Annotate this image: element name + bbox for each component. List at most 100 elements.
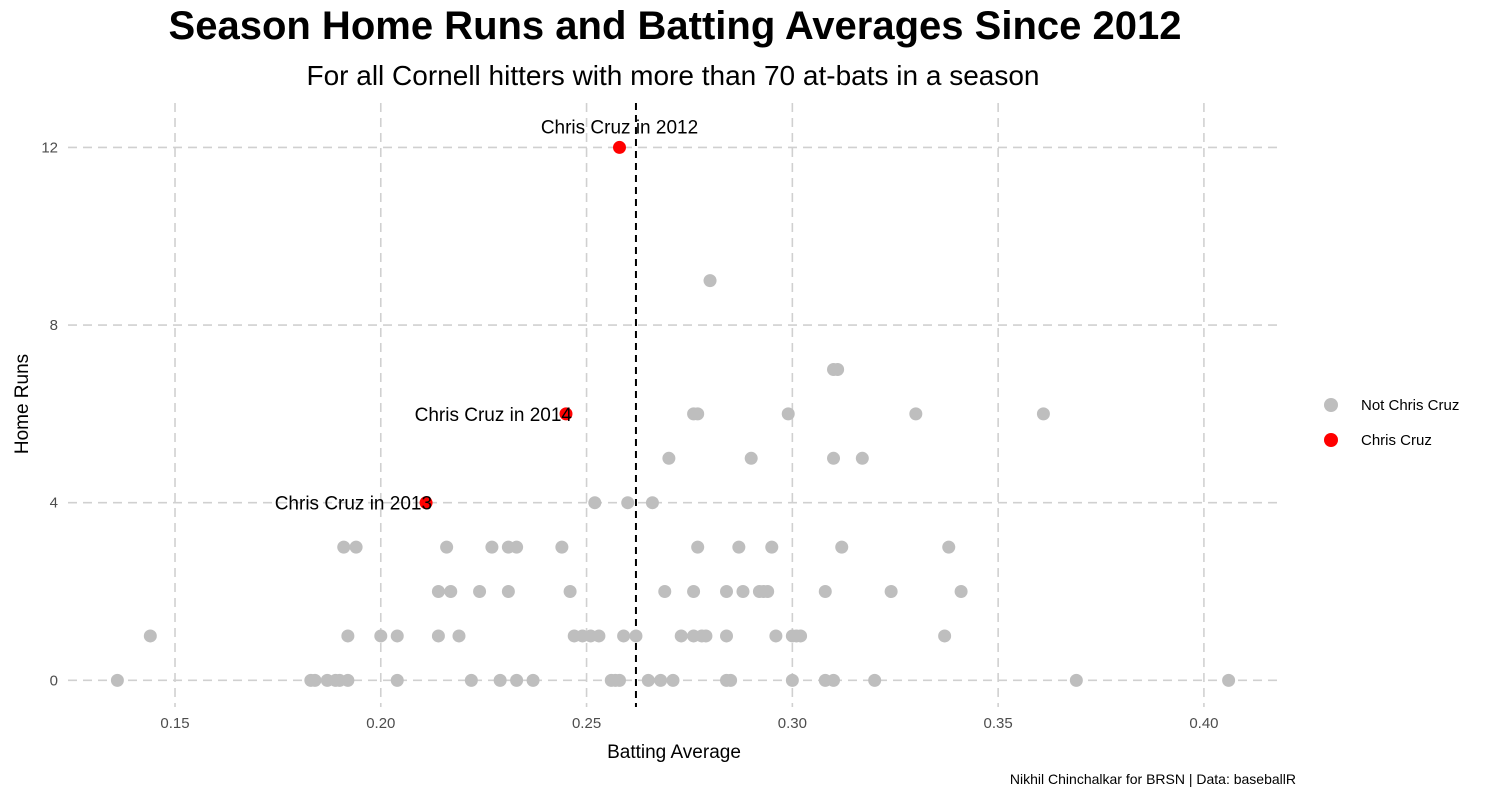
data-point [526,673,540,687]
data-point [1036,407,1050,421]
data-point [662,451,676,465]
x-tick-label: 0.35 [984,715,1013,732]
x-tick-label: 0.15 [160,715,189,732]
data-point [341,673,355,687]
data-point [674,629,688,643]
x-axis-ticks: 0.15 0.20 0.25 0.30 0.35 0.40 [160,715,1218,732]
data-point [855,451,869,465]
data-point [485,540,499,554]
data-point [440,540,454,554]
data-point [1069,673,1083,687]
legend-label: Chris Cruz [1361,432,1432,449]
data-point [666,673,680,687]
x-axis-title: Batting Average [607,742,741,763]
data-point [781,407,795,421]
data-point [938,629,952,643]
data-point [555,540,569,554]
data-point [1222,673,1236,687]
highlight-point [612,140,626,154]
data-point [658,585,672,599]
data-point [464,673,478,687]
x-tick-label: 0.30 [778,715,807,732]
data-point [473,585,487,599]
data-point [510,673,524,687]
data-points [110,140,1236,687]
data-point [769,629,783,643]
data-point [641,673,655,687]
data-point [827,451,841,465]
data-point [831,362,845,376]
data-point [794,629,808,643]
legend-swatch [1324,433,1338,447]
data-point [785,673,799,687]
data-point [617,629,631,643]
chart-subtitle: For all Cornell hitters with more than 7… [306,60,1040,91]
data-point [444,585,458,599]
chart-caption: Nikhil Chinchalkar for BRSN | Data: base… [1009,771,1296,787]
data-point [720,629,734,643]
grid-lines [68,103,1278,707]
data-point [612,673,626,687]
legend-swatch [1324,398,1338,412]
data-point [143,629,157,643]
data-point [493,673,507,687]
point-annotation: Chris Cruz in 2012 [541,117,698,138]
data-point [341,629,355,643]
data-point [687,585,701,599]
data-point [765,540,779,554]
data-point [563,585,577,599]
data-point [703,274,717,288]
data-point [699,629,713,643]
data-point [654,673,668,687]
data-point [818,585,832,599]
point-annotation: Chris Cruz in 2013 [275,494,432,515]
data-point [431,629,445,643]
chart-title: Season Home Runs and Batting Averages Si… [168,4,1182,48]
data-point [431,585,445,599]
data-point [954,585,968,599]
data-point [736,585,750,599]
y-tick-label: 0 [50,672,58,689]
data-point [827,673,841,687]
data-point [308,673,322,687]
data-point [691,540,705,554]
y-axis-ticks: 0 4 8 12 [41,139,58,689]
data-point [510,540,524,554]
legend: Not Chris Cruz Chris Cruz [1324,397,1459,449]
annotations: Chris Cruz in 2012 Chris Cruz in 2014 Chri… [275,117,698,514]
data-point [884,585,898,599]
data-point [744,451,758,465]
point-annotation: Chris Cruz in 2014 [415,405,573,426]
data-point [909,407,923,421]
y-tick-label: 12 [41,139,58,156]
data-point [390,673,404,687]
x-tick-label: 0.40 [1189,715,1218,732]
data-point [349,540,363,554]
data-point [501,585,515,599]
data-point [835,540,849,554]
data-point [732,540,746,554]
data-point [592,629,606,643]
data-point [390,629,404,643]
data-point [942,540,956,554]
data-point [724,673,738,687]
data-point [868,673,882,687]
data-point [452,629,466,643]
data-point [337,540,351,554]
data-point [691,407,705,421]
data-point [110,673,124,687]
y-axis-title: Home Runs [12,354,33,454]
data-point [645,496,659,510]
highlight-point [419,496,433,510]
data-point [761,585,775,599]
legend-label: Not Chris Cruz [1361,397,1459,414]
data-point [720,585,734,599]
x-tick-label: 0.25 [572,715,601,732]
y-tick-label: 4 [50,495,58,512]
data-point [621,496,635,510]
data-point [629,629,643,643]
x-tick-label: 0.20 [366,715,395,732]
data-point [588,496,602,510]
y-tick-label: 8 [50,317,58,334]
